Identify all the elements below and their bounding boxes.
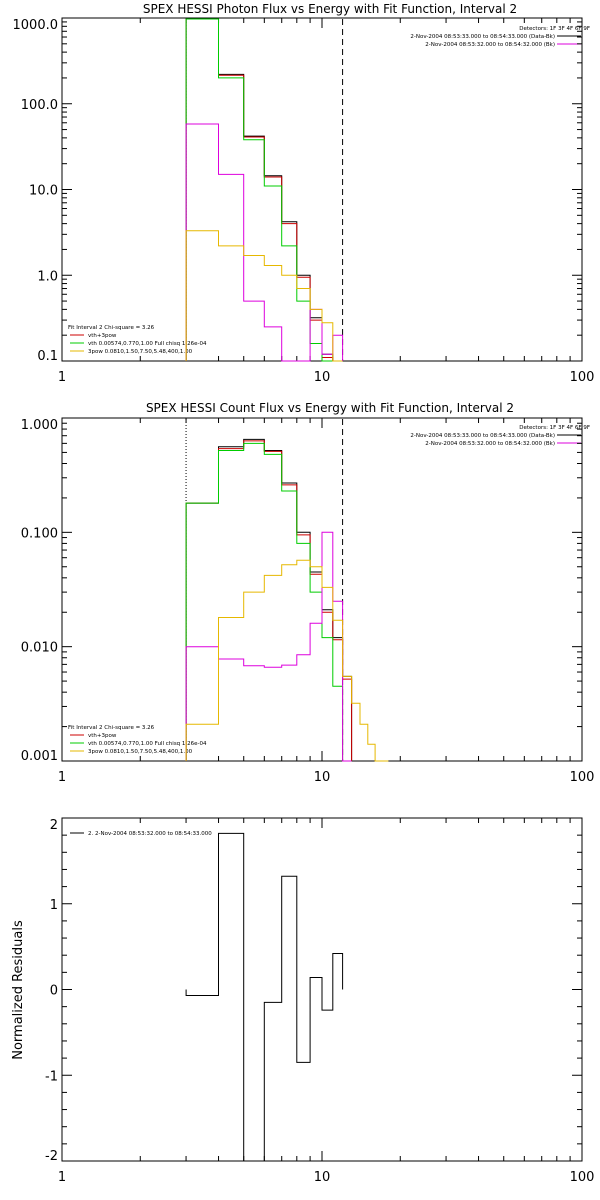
panel-2-legend-total: vth+3pow — [88, 733, 117, 739]
panel-2-series-3 — [185, 442, 352, 762]
panel-2-ytick-label: 0.001 — [21, 749, 58, 764]
panel-2-xtick-label: 1 — [58, 770, 66, 785]
panel-3-ytick-label: -1 — [45, 1069, 58, 1084]
panel-3-ytick-label: 1 — [50, 898, 58, 913]
panel-2-title: SPEX HESSI Count Flux vs Energy with Fit… — [146, 401, 514, 415]
panel-1-legend-vth: vth 0.00574,0.770,1.00 Full chisq 1.26e-… — [88, 341, 207, 347]
panel-2-series-4 — [185, 531, 352, 762]
panel-2-header-detectors: Detectors: 1F 3F 4F 6F 9F — [519, 425, 590, 431]
panel-1-ytick-label: 1000.0 — [13, 18, 59, 33]
panel-3-series-1 — [185, 832, 344, 1162]
panel-3-legend: 2. 2-Nov-2004 08:53:32.000 to 08:54:33.0… — [88, 831, 212, 837]
panel-2-legend-3pow: 3pow 0.0810,1.50,7.50,5.48,400,1.00 — [88, 749, 193, 755]
panel-3-xtick-label: 1 — [58, 1170, 66, 1185]
panel-1-legend-total: vth+3pow — [88, 333, 117, 339]
panel-3-ytick-label: 2 — [50, 818, 58, 833]
panel-3-xtick-label: 100 — [570, 1170, 595, 1185]
panel-2-header-data: 2-Nov-2004 08:53:33.000 to 08:54:33.000 … — [410, 433, 555, 439]
panel-2-ytick-label: 1.000 — [21, 418, 58, 433]
panel-1-header-bk: 2-Nov-2004 08:53:32.000 to 08:54:32.000 … — [425, 42, 555, 48]
panel-1-ytick-label: 1.0 — [37, 269, 58, 284]
panel-1-ytick-label: 100.0 — [21, 98, 58, 113]
panel-3-ytick-label: 0 — [50, 984, 58, 999]
panel-1-legend-3pow: 3pow 0.0810,1.50,7.50,5.48,400,1.00 — [88, 349, 193, 355]
panel-1-ytick-label: 0.1 — [37, 349, 58, 364]
panel-2-header-bk: 2-Nov-2004 08:53:32.000 to 08:54:32.000 … — [425, 441, 555, 447]
panel-1-series-5 — [185, 230, 343, 362]
panel-2-series-5 — [185, 559, 389, 762]
panel-1-header-data: 2-Nov-2004 08:53:33.000 to 08:54:33.000 … — [410, 34, 555, 40]
panel-1-xtick-label: 1 — [58, 370, 66, 385]
panel-3-ylabel: Normalized Residuals — [11, 920, 26, 1060]
panel-1-ytick-label: 10.0 — [29, 184, 58, 199]
panel-2-legend-vth: vth 0.00574,0.770,1.00 Full chisq 1.26e-… — [88, 741, 207, 747]
panel-2-xtick-label: 10 — [314, 770, 331, 785]
panel-3-xtick-label: 10 — [314, 1170, 331, 1185]
panel-1-xtick-label: 10 — [314, 370, 331, 385]
panel-2-xtick-label: 100 — [570, 770, 595, 785]
panel-2-fit-label: Fit Interval 2 Chi-square = 3.26 — [68, 725, 155, 731]
panel-2-ytick-label: 0.010 — [21, 641, 58, 656]
panel-1-title: SPEX HESSI Photon Flux vs Energy with Fi… — [143, 2, 517, 16]
panel-1-header-detectors: Detectors: 1F 3F 4F 6F 9F — [519, 26, 590, 32]
panel-2-ytick-label: 0.100 — [21, 526, 58, 541]
panel-3-ytick-label: -2 — [45, 1149, 58, 1164]
panel-1-xtick-label: 100 — [570, 370, 595, 385]
panel-1-fit-label: Fit Interval 2 Chi-square = 3.26 — [68, 325, 155, 331]
